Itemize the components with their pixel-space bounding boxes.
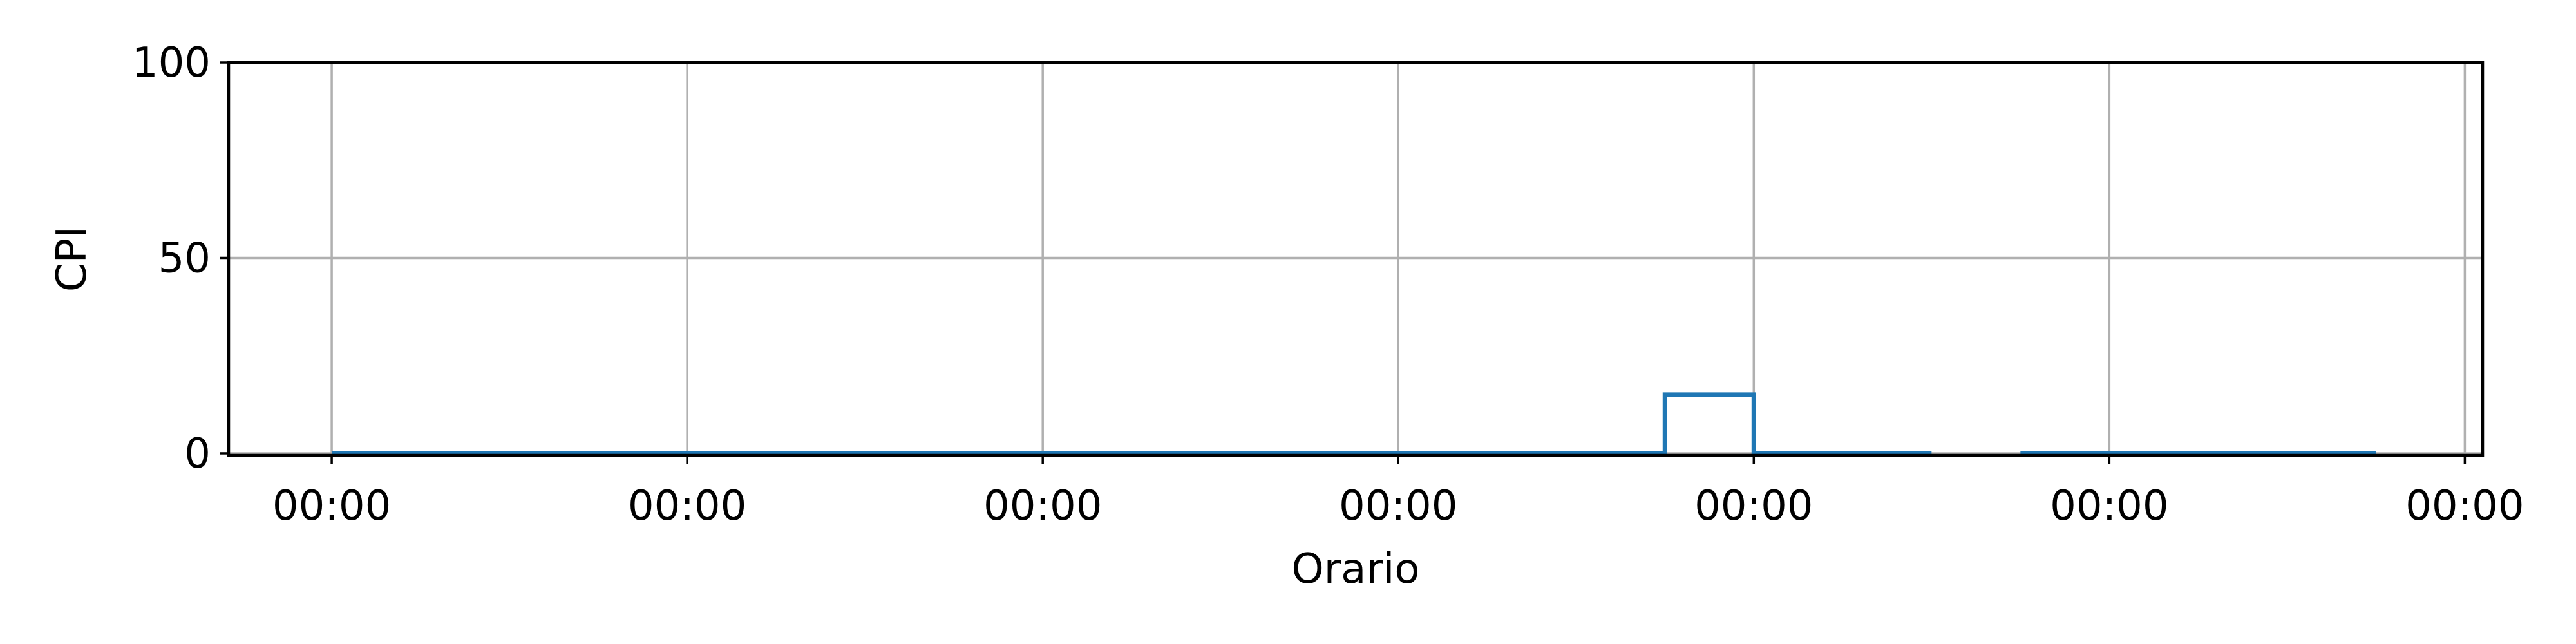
x-tick-label: 00:00 (2050, 482, 2168, 530)
x-tick-label: 00:00 (1694, 482, 1813, 530)
y-tick-label: 50 (158, 234, 211, 282)
x-axis-label: Orario (1291, 545, 1419, 593)
x-tick-label: 00:00 (983, 482, 1102, 530)
y-tick-label: 100 (132, 39, 211, 87)
x-tick-label: 00:00 (1339, 482, 1457, 530)
series-lines (332, 392, 2376, 456)
y-axis-ticks: 0 50 100 (132, 39, 229, 478)
y-tick-label: 0 (184, 430, 211, 478)
x-tick-label: 00:00 (272, 482, 391, 530)
y-axis-label: CPI (48, 226, 96, 292)
x-axis-ticks: 00:00 00:00 00:00 00:00 00:00 00:00 00:00 (272, 455, 2524, 530)
x-tick-label: 00:00 (628, 482, 746, 530)
grid-lines (229, 61, 2483, 455)
series-line (332, 392, 1932, 456)
x-tick-label: 00:00 (2405, 482, 2524, 530)
